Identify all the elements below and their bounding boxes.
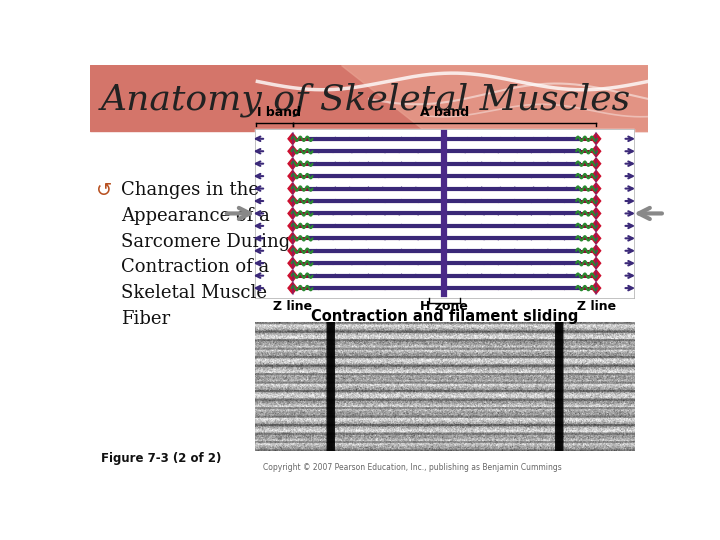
Polygon shape — [592, 233, 600, 244]
Polygon shape — [288, 220, 297, 232]
Polygon shape — [592, 270, 600, 281]
Text: H zone: H zone — [420, 300, 468, 313]
Polygon shape — [592, 171, 600, 182]
Polygon shape — [341, 65, 648, 131]
Polygon shape — [592, 133, 600, 144]
Bar — [255, 129, 634, 298]
Polygon shape — [288, 195, 297, 207]
Polygon shape — [592, 158, 600, 169]
Polygon shape — [288, 245, 297, 256]
Polygon shape — [288, 233, 297, 244]
Polygon shape — [288, 270, 297, 281]
Polygon shape — [288, 133, 297, 144]
Text: ↺: ↺ — [96, 181, 112, 200]
Text: Z line: Z line — [273, 300, 312, 313]
Polygon shape — [288, 208, 297, 219]
Text: Figure 7-3 (2 of 2): Figure 7-3 (2 of 2) — [101, 452, 222, 465]
Text: I band: I band — [257, 106, 301, 119]
Text: Contraction and filament sliding: Contraction and filament sliding — [310, 308, 578, 323]
Polygon shape — [288, 158, 297, 169]
Polygon shape — [288, 171, 297, 182]
Polygon shape — [592, 195, 600, 207]
Text: Z line: Z line — [577, 300, 616, 313]
Polygon shape — [288, 183, 297, 194]
Polygon shape — [592, 258, 600, 269]
Text: Anatomy of Skeletal Muscles: Anatomy of Skeletal Muscles — [101, 83, 631, 117]
Polygon shape — [592, 146, 600, 157]
Polygon shape — [288, 282, 297, 294]
Polygon shape — [592, 183, 600, 194]
Text: A band: A band — [420, 106, 469, 119]
Bar — [90, 65, 648, 131]
Polygon shape — [288, 258, 297, 269]
Polygon shape — [592, 282, 600, 294]
Polygon shape — [288, 146, 297, 157]
Polygon shape — [592, 220, 600, 232]
Text: Copyright © 2007 Pearson Education, Inc., publishing as Benjamin Cummings: Copyright © 2007 Pearson Education, Inc.… — [263, 463, 562, 472]
Polygon shape — [592, 245, 600, 256]
Polygon shape — [592, 208, 600, 219]
Text: Changes in the
Appearance of a
Sarcomere During
Contraction of a
Skeletal Muscle: Changes in the Appearance of a Sarcomere… — [121, 181, 290, 328]
